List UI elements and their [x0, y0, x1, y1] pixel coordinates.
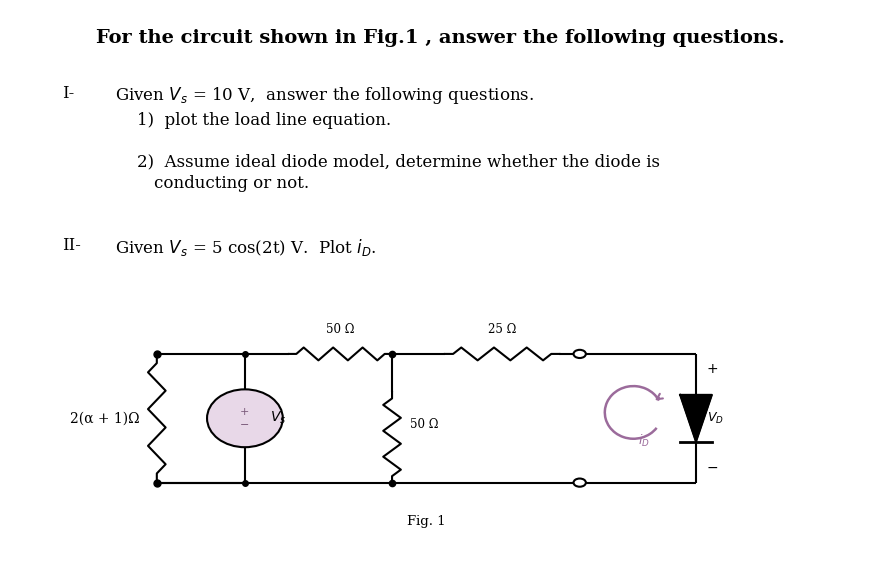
Text: 25 Ω: 25 Ω — [488, 324, 516, 336]
Polygon shape — [680, 395, 712, 442]
Text: 1)  plot the load line equation.: 1) plot the load line equation. — [137, 112, 390, 129]
Circle shape — [574, 479, 586, 487]
Text: 50 Ω: 50 Ω — [326, 324, 355, 336]
Text: +: + — [707, 362, 718, 376]
Text: 2(α + 1)Ω: 2(α + 1)Ω — [70, 411, 139, 425]
Text: 50 Ω: 50 Ω — [410, 418, 438, 431]
Text: For the circuit shown in Fig.1 , answer the following questions.: For the circuit shown in Fig.1 , answer … — [96, 29, 785, 47]
Text: +: + — [241, 407, 249, 417]
Text: Fig. 1: Fig. 1 — [407, 515, 446, 528]
Text: conducting or not.: conducting or not. — [154, 176, 309, 192]
Ellipse shape — [207, 390, 283, 447]
Circle shape — [574, 350, 586, 358]
Text: 2)  Assume ideal diode model, determine whether the diode is: 2) Assume ideal diode model, determine w… — [137, 153, 660, 170]
Text: Given $V_s$ = 5 cos(2t) V.  Plot $i_D$.: Given $V_s$ = 5 cos(2t) V. Plot $i_D$. — [115, 237, 376, 258]
Text: Given $V_s$ = 10 V,  answer the following questions.: Given $V_s$ = 10 V, answer the following… — [115, 85, 534, 106]
Text: −: − — [241, 419, 249, 429]
Text: II-: II- — [62, 237, 80, 254]
Text: $V_s$: $V_s$ — [270, 410, 286, 426]
Text: $i_D$: $i_D$ — [638, 433, 649, 449]
Text: −: − — [707, 461, 718, 475]
Text: I-: I- — [62, 85, 74, 102]
Text: $V_D$: $V_D$ — [707, 411, 723, 426]
